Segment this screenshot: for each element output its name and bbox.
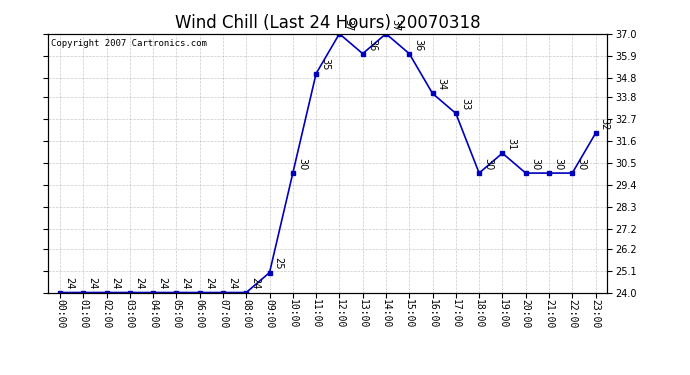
Text: 24: 24 xyxy=(88,278,97,290)
Text: 24: 24 xyxy=(157,278,167,290)
Text: 36: 36 xyxy=(367,39,377,51)
Text: 30: 30 xyxy=(483,158,493,170)
Text: Copyright 2007 Cartronics.com: Copyright 2007 Cartronics.com xyxy=(51,39,207,48)
Text: 24: 24 xyxy=(110,278,121,290)
Text: 24: 24 xyxy=(204,278,214,290)
Text: 34: 34 xyxy=(437,78,446,91)
Text: 30: 30 xyxy=(297,158,307,170)
Text: 31: 31 xyxy=(506,138,517,150)
Text: 36: 36 xyxy=(413,39,424,51)
Text: 35: 35 xyxy=(320,58,331,71)
Text: 24: 24 xyxy=(227,278,237,290)
Text: 24: 24 xyxy=(64,278,74,290)
Text: 30: 30 xyxy=(576,158,586,170)
Text: 25: 25 xyxy=(274,257,284,270)
Text: 32: 32 xyxy=(600,118,610,130)
Text: 37: 37 xyxy=(390,19,400,31)
Text: 37: 37 xyxy=(344,19,353,31)
Text: 33: 33 xyxy=(460,98,470,111)
Text: 30: 30 xyxy=(530,158,540,170)
Text: 24: 24 xyxy=(134,278,144,290)
Text: 24: 24 xyxy=(250,278,260,290)
Title: Wind Chill (Last 24 Hours) 20070318: Wind Chill (Last 24 Hours) 20070318 xyxy=(175,14,480,32)
Text: 24: 24 xyxy=(181,278,190,290)
Text: 30: 30 xyxy=(553,158,563,170)
